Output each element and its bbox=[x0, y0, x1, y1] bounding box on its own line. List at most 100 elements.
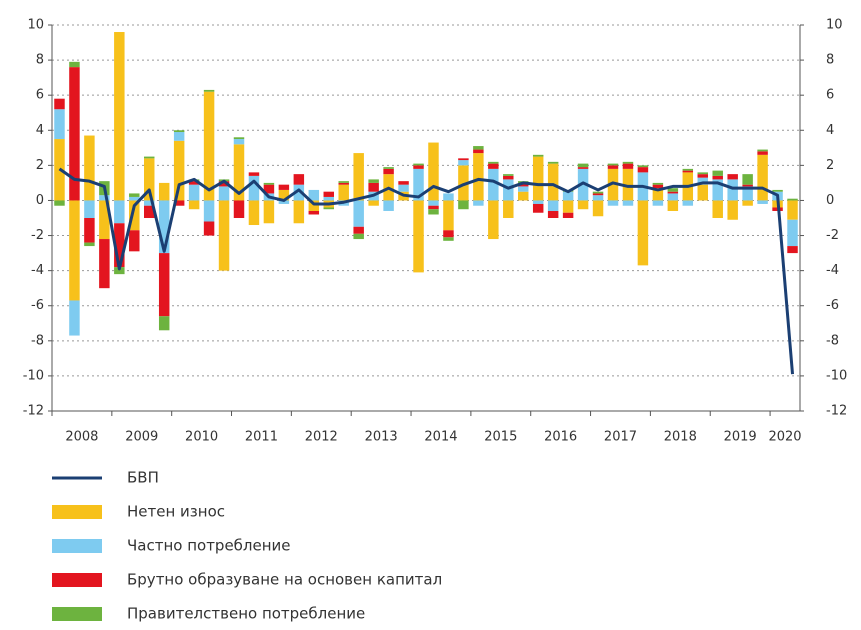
bar-segment bbox=[787, 198, 798, 201]
bar-segment bbox=[577, 200, 589, 210]
y2-tick-label: -8 bbox=[826, 333, 839, 348]
bar-segment bbox=[428, 209, 439, 215]
bar-segment bbox=[727, 200, 738, 220]
bar-segment bbox=[488, 200, 499, 240]
bar-segment bbox=[203, 89, 215, 92]
bar-segment bbox=[69, 61, 80, 68]
bar-segment bbox=[173, 130, 185, 133]
bar-segment bbox=[129, 193, 140, 197]
bar-segment bbox=[727, 174, 738, 180]
bar-segment bbox=[263, 200, 275, 224]
bar-segment bbox=[473, 146, 484, 150]
bar-segment bbox=[637, 200, 649, 266]
bar-segment bbox=[278, 184, 290, 190]
bar-segment bbox=[458, 160, 469, 166]
bar-segment bbox=[787, 200, 798, 220]
bar-segment bbox=[652, 188, 664, 201]
bar-segment bbox=[503, 174, 514, 176]
bar-segment bbox=[607, 165, 619, 169]
bar-segment bbox=[488, 168, 499, 201]
bar-segment bbox=[503, 179, 514, 201]
x-tick-label: 2017 bbox=[604, 430, 637, 445]
line-series bbox=[58, 167, 795, 375]
bar-segment bbox=[263, 182, 275, 185]
bar-segment bbox=[652, 200, 664, 206]
bar-segment bbox=[144, 205, 155, 218]
legend: БВП Нетен износ Частно потребление Брутно о… bbox=[52, 469, 442, 623]
y-tick-label: 4 bbox=[36, 123, 44, 138]
bar-segment bbox=[158, 253, 170, 317]
bar-segment bbox=[652, 184, 664, 189]
bar-segment bbox=[637, 167, 649, 173]
bar-segment bbox=[203, 200, 215, 222]
bar-segment bbox=[158, 316, 170, 331]
bar-segment bbox=[323, 207, 334, 210]
x-tick-label: 2015 bbox=[484, 430, 517, 445]
x-tick-label: 2012 bbox=[305, 430, 338, 445]
y-tick-label: -6 bbox=[31, 298, 44, 313]
y2-tick-label: 6 bbox=[826, 88, 834, 103]
x-tick-label: 2018 bbox=[664, 430, 697, 445]
bar-segment bbox=[218, 181, 230, 187]
bar-segment bbox=[173, 200, 185, 206]
bar-segment bbox=[69, 67, 80, 201]
bar-segment bbox=[353, 233, 364, 240]
bar-segment bbox=[443, 230, 454, 238]
bar-segment bbox=[443, 237, 454, 241]
x-tick-label: 2016 bbox=[544, 430, 577, 445]
bar-segment bbox=[353, 226, 364, 234]
bar-segment bbox=[368, 182, 379, 192]
bar-segment bbox=[443, 193, 454, 201]
bar-segment bbox=[592, 200, 604, 217]
bar-segment bbox=[547, 161, 559, 164]
bar-segment bbox=[712, 179, 723, 201]
bar-segment bbox=[114, 223, 125, 268]
bar-segment bbox=[368, 200, 379, 206]
y2-tick-label: 4 bbox=[826, 123, 834, 138]
bar-segment bbox=[712, 170, 723, 176]
bar-segment bbox=[503, 200, 514, 218]
bar-segment bbox=[144, 156, 155, 159]
bar-segment bbox=[413, 168, 424, 201]
bar-segment bbox=[667, 200, 679, 211]
y-tick-label: -2 bbox=[31, 228, 44, 243]
bar-segment bbox=[577, 168, 589, 201]
bar-segment bbox=[742, 184, 753, 187]
x-tick-label: 2014 bbox=[424, 430, 457, 445]
legend-swatch bbox=[52, 505, 102, 519]
bar-segment bbox=[607, 200, 619, 206]
bar-segment bbox=[547, 210, 559, 218]
bar-segment bbox=[338, 181, 349, 183]
bar-segment bbox=[203, 91, 215, 201]
y2-tick-label: -10 bbox=[826, 368, 847, 383]
bar-segment bbox=[637, 165, 649, 168]
bar-segment bbox=[518, 191, 529, 201]
bar-segment bbox=[323, 196, 334, 201]
bar-segment bbox=[398, 184, 409, 192]
bar-segment bbox=[248, 172, 260, 176]
legend-label: Частно потребление bbox=[127, 537, 291, 555]
bar-segment bbox=[607, 168, 619, 201]
bar-segment bbox=[54, 200, 65, 206]
bar-segment bbox=[697, 177, 708, 185]
bar-segment bbox=[562, 200, 574, 213]
bar-segment bbox=[727, 179, 738, 201]
bar-segment bbox=[69, 300, 80, 336]
bar-segment bbox=[488, 161, 499, 164]
bar-segment bbox=[757, 200, 768, 204]
bar-segment bbox=[368, 179, 379, 183]
y-tick-label: 0 bbox=[36, 193, 44, 208]
bar-segment bbox=[413, 165, 424, 169]
y-tick-label: -10 bbox=[23, 368, 44, 383]
bar-segment bbox=[592, 195, 604, 201]
bar-segment bbox=[712, 175, 723, 180]
bar-segment bbox=[607, 163, 619, 166]
bar-segment bbox=[383, 200, 394, 211]
bar-segment bbox=[383, 167, 394, 169]
bar-segment bbox=[742, 174, 753, 185]
bar-segment bbox=[353, 200, 364, 227]
bar-segment bbox=[742, 200, 753, 206]
bar-segment bbox=[203, 221, 215, 236]
bar-segment bbox=[518, 186, 529, 192]
bar-segment bbox=[84, 242, 95, 247]
